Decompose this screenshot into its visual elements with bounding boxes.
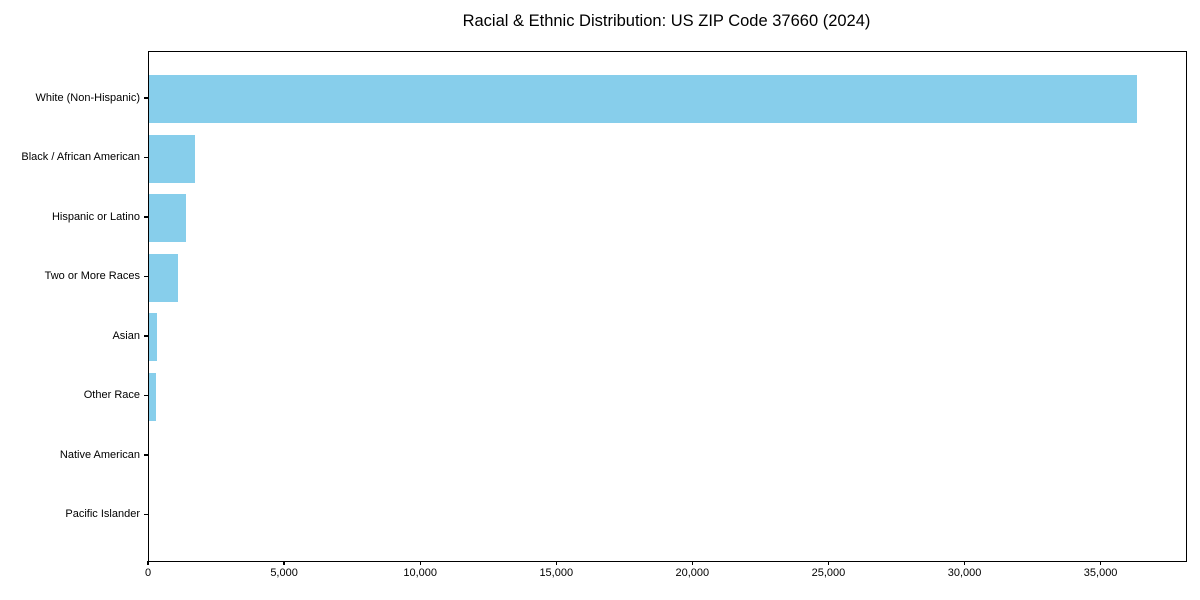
y-tick-mark bbox=[144, 454, 148, 456]
bar bbox=[149, 313, 158, 361]
x-tick-label: 0 bbox=[144, 567, 152, 579]
bar bbox=[149, 134, 196, 183]
y-tick-label: Pacific Islander bbox=[65, 508, 140, 520]
x-tick-label: 20,000 bbox=[675, 567, 710, 579]
x-tick-label: 15,000 bbox=[539, 567, 574, 579]
y-tick-label: Hispanic or Latino bbox=[51, 210, 140, 223]
y-tick-mark bbox=[144, 394, 148, 397]
y-tick-label: Two or More Races bbox=[44, 270, 140, 282]
y-tick-label: Other Race bbox=[83, 389, 140, 401]
y-tick-mark bbox=[144, 97, 148, 99]
x-tick-label: 35,000 bbox=[1083, 567, 1118, 579]
y-tick-label: White (Non-Hispanic) bbox=[35, 91, 140, 104]
x-tick-mark bbox=[283, 561, 285, 565]
x-tick-label: 25,000 bbox=[811, 567, 846, 579]
x-tick-mark bbox=[691, 561, 693, 565]
x-tick-label: 5,000 bbox=[270, 567, 298, 579]
y-tick-mark bbox=[144, 156, 148, 159]
chart-title: Racial & Ethnic Distribution: US ZIP Cod… bbox=[462, 12, 871, 30]
x-tick-mark bbox=[963, 561, 966, 565]
x-tick-mark bbox=[827, 561, 830, 565]
y-tick-mark bbox=[144, 335, 148, 337]
y-tick-label: Black / African American bbox=[21, 151, 140, 163]
x-tick-mark bbox=[555, 561, 557, 565]
x-tick-label: 10,000 bbox=[403, 567, 437, 579]
x-tick-mark bbox=[419, 561, 421, 565]
x-tick-label: 30,000 bbox=[947, 567, 982, 579]
y-tick-mark bbox=[144, 275, 148, 278]
bar bbox=[149, 194, 186, 242]
x-tick-mark bbox=[147, 561, 149, 565]
bar bbox=[149, 372, 156, 421]
plot-area bbox=[148, 51, 1187, 562]
y-tick-mark bbox=[144, 513, 148, 516]
bar bbox=[149, 253, 178, 302]
y-tick-label: Asian bbox=[112, 329, 140, 342]
x-tick-mark bbox=[1100, 561, 1102, 565]
y-tick-mark bbox=[144, 216, 148, 218]
bar bbox=[149, 75, 1137, 123]
y-tick-label: Native American bbox=[59, 448, 140, 461]
